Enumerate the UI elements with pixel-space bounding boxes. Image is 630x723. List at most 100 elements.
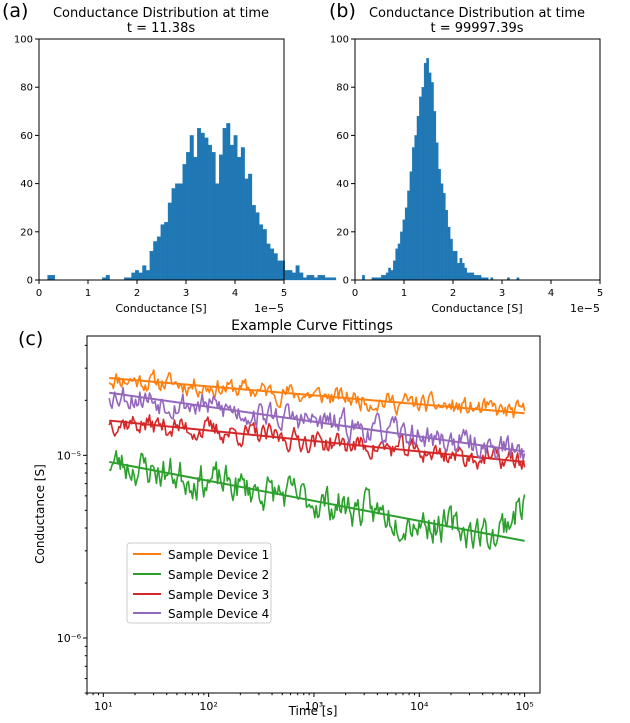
hist-b-bar (469, 272, 472, 281)
line-c-xtick-label: 10³ (305, 700, 323, 713)
hist-a-bar (332, 277, 337, 281)
hist-a-bar (313, 277, 318, 281)
hist-b-bar (457, 262, 460, 281)
hist-b-bar (416, 115, 420, 281)
hist-b-bar (407, 190, 410, 281)
hist-b-bar (461, 262, 465, 281)
hist-a-bar (229, 144, 234, 281)
hist-b-bar (471, 272, 475, 281)
hist-a-bar (328, 277, 333, 281)
hist-a-bar (259, 224, 264, 281)
hist-a-bar (255, 212, 260, 281)
hist-a-bar (306, 275, 311, 281)
hist-b-bar (431, 82, 434, 281)
hist-a-bar (215, 183, 220, 281)
hist-a-bar (288, 270, 293, 281)
line-c-xtick-label: 10¹ (94, 700, 112, 713)
hist-a-bar (302, 277, 307, 281)
hist-a-bar (153, 241, 158, 281)
hist-b-bar (428, 72, 432, 281)
histogram-panel-b: Conductance Distribution at time t = 999… (330, 6, 603, 315)
hist-b-bar (400, 231, 403, 281)
hist-b-xtick-label: 3 (499, 288, 505, 299)
series-line-device-3 (108, 414, 526, 470)
hist-a-bar (310, 275, 315, 281)
line-c-ylabel: Conductance [S] (33, 464, 47, 564)
line-c-xtick-label: 10² (199, 700, 217, 713)
hist-a-offset-text: 1e−5 (254, 302, 284, 315)
hist-a-bar (237, 156, 242, 281)
hist-a-bar (178, 183, 183, 281)
hist-b-bar (447, 226, 451, 281)
hist-b-bar (476, 275, 479, 281)
fit-line-device-1 (109, 377, 525, 415)
hist-b-bar (381, 275, 384, 281)
hist-a-bar (240, 147, 245, 281)
hist-a-bar (251, 205, 256, 281)
hist-b-bar (409, 171, 413, 281)
hist-b-bar (397, 243, 401, 281)
hist-b-bar (362, 275, 365, 281)
hist-b-bar (442, 193, 446, 281)
hist-b-bar (385, 272, 389, 281)
legend-label-device-2: Sample Device 2 (168, 568, 269, 582)
hist-b-bar (445, 209, 448, 281)
hist-a-bar (273, 253, 278, 281)
hist-b-bar (421, 87, 425, 281)
hist-b-bar (388, 267, 391, 281)
legend-label-device-1: Sample Device 1 (168, 548, 269, 562)
hist-a-bar (131, 272, 136, 281)
hist-b-ytick-label: 60 (336, 131, 349, 142)
hist-a-bar (164, 222, 169, 281)
hist-a-bar (211, 152, 216, 281)
panel-label-c: (c) (18, 328, 43, 350)
hist-a-xtick-label: 3 (183, 288, 189, 299)
hist-a-ytick-label: 40 (20, 179, 33, 190)
series-line-device-4 (108, 387, 526, 461)
hist-a-bar (138, 272, 143, 281)
fit-line-device-3 (109, 419, 525, 463)
hist-a-bar (167, 202, 172, 281)
hist-b-xlabel: Conductance [S] (431, 302, 522, 315)
hist-a-bar (51, 275, 56, 281)
hist-b-bar (426, 58, 429, 281)
hist-b-ytick-label: 100 (330, 35, 349, 46)
line-c-title: Example Curve Fittings (231, 318, 393, 334)
hist-a-bar (277, 260, 282, 281)
hist-b-bar (450, 238, 453, 281)
hist-b-bar (414, 135, 418, 281)
hist-a-bar (248, 173, 253, 281)
legend-frame (126, 542, 272, 624)
hist-a-ytick-label: 0 (27, 276, 33, 287)
hist-b-bar (402, 219, 406, 281)
fit-line-device-4 (109, 391, 525, 453)
hist-b-bar (419, 96, 422, 281)
hist-b-xtick-label: 5 (597, 288, 603, 299)
hist-b-title-line2: t = 99997.39s (430, 21, 523, 36)
hist-b-bar (478, 275, 482, 281)
hist-b-ytick-label: 0 (343, 276, 349, 287)
hist-b-bar (423, 62, 427, 281)
hist-b-bar (395, 248, 399, 281)
hist-b-xtick-label: 4 (548, 288, 554, 299)
hist-b-bar (393, 260, 396, 281)
hist-b-bar (438, 168, 441, 281)
hist-a-bar (149, 250, 154, 281)
hist-b-bar (459, 258, 463, 281)
hist-b-bar (435, 142, 439, 281)
hist-a-xtick-label: 5 (281, 288, 287, 299)
line-c-xtick-label: 10⁵ (515, 700, 533, 713)
hist-a-bar (105, 275, 110, 281)
hist-b-ytick-label: 20 (336, 227, 349, 238)
line-c-xlabel: Time [s] (288, 704, 338, 718)
hist-a-bar (295, 265, 300, 281)
hist-a-bar (222, 128, 227, 281)
histogram-panel-a: Conductance Distribution at time t = 11.… (14, 6, 337, 315)
hist-a-bar (142, 265, 147, 281)
hist-a-bar (200, 132, 205, 281)
hist-a-bar (189, 135, 194, 281)
hist-a-bar (233, 135, 238, 281)
hist-a-bar (244, 178, 249, 281)
hist-b-bar (464, 267, 467, 281)
